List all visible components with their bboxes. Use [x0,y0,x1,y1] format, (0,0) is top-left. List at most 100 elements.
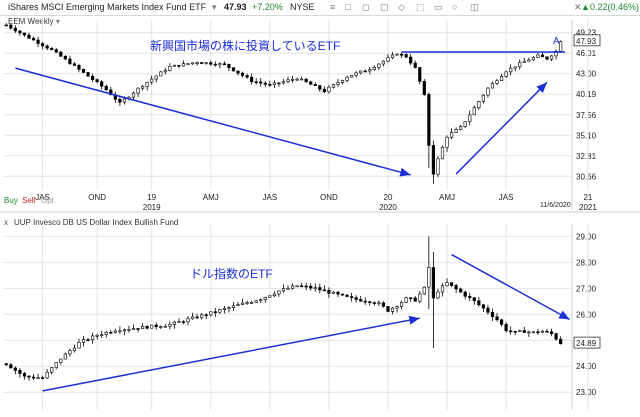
candle-body [59,51,63,57]
candle-body [518,330,522,332]
y-tick-label: 49.23 [576,29,597,38]
y-tick-label: 43.00 [576,70,597,79]
candle-body [313,84,317,86]
candle-body [440,147,445,160]
toolbar-icon-8[interactable]: ○ [452,2,458,12]
candle-body [454,129,458,133]
toolbar-icon-9[interactable]: ◫ [470,2,479,12]
candle-body [31,38,36,41]
y-tick-label: 29.00 [576,232,597,241]
sell-link[interactable]: Sell [22,196,35,205]
candle-body [18,370,22,374]
candle-body [154,75,158,80]
candle-body [504,71,508,77]
candle-body [422,286,426,295]
candle-body [177,321,181,323]
candle-body [86,339,90,341]
candle-body [163,325,167,328]
y-tick-label: 40.19 [576,90,597,99]
candle-body [504,324,508,332]
candle-body [272,82,276,85]
candle-body [172,321,177,325]
candle-body [377,63,381,68]
candle-body [150,78,154,83]
candle-body [359,299,363,302]
candle-body [227,307,231,309]
toolbar-icon-6[interactable]: ⬚ [416,2,425,12]
candle-body [27,34,31,39]
candle-body [190,62,195,65]
candle-body [209,311,213,316]
candle-body [559,41,563,52]
candle-body [413,62,417,68]
toolbar-icon-2[interactable]: □ [345,2,351,12]
x-tick-label: AMJ [439,193,455,202]
candle-body [218,63,222,66]
dropdown-chevron-icon[interactable]: ▾ [212,2,217,12]
candle-body [477,101,481,109]
candle-body [104,85,108,91]
toolbar-icon-1[interactable]: ≡ [330,2,336,12]
y-tick-label: 32.81 [576,152,597,161]
candle-body [409,297,413,299]
candle-body [159,326,163,328]
candle-body [113,330,117,333]
candle-body [140,86,145,89]
sell-label: Sell [22,196,36,205]
candle-body [159,71,163,77]
candle-body [368,69,372,72]
candle-body [54,49,58,53]
candle-body [281,81,286,84]
trend-arrow [15,67,411,177]
candle-body [513,66,517,69]
candle-body [540,54,545,58]
candle-body [218,309,222,313]
x-tick-year: 2021 [579,203,597,212]
candle-body [140,325,145,330]
opt-link[interactable]: Opt [41,196,54,205]
candle-body [322,289,326,292]
toolbar-icon-4[interactable]: ▢ [380,2,389,12]
candle-body [118,98,122,103]
candle-body [268,295,272,298]
toolbar-icon-5[interactable]: ◇ [398,2,405,12]
candle-body [95,335,99,337]
candle-body [399,302,404,307]
candle-body [81,339,86,343]
panel-close-icon[interactable]: x [4,218,8,227]
candle-body [395,306,399,309]
candle-body [263,82,267,85]
candle-body [345,76,349,81]
candle-body [263,296,267,300]
signal-marker: A [553,36,560,47]
candle-body [18,30,22,34]
candle-body [77,65,81,70]
series-label-eem[interactable]: EEM Weekly ▾ [8,17,60,26]
candle-body [545,330,549,333]
candle-body [313,287,317,289]
toolbar-icon-3[interactable]: ◻ [362,2,370,12]
opt-label: Opt [41,196,54,205]
candle-body [449,132,454,138]
candle-body [340,80,345,83]
candle-body [136,87,140,94]
candle-body [95,79,99,83]
toolbar-icon-7[interactable]: ▭ [434,2,443,12]
candle-body [231,305,236,308]
dropdown-icon[interactable]: ▾ [55,17,60,26]
candle-body [36,377,40,380]
close-icon[interactable]: ✕ [574,2,582,12]
candle-body [195,62,199,64]
buy-link[interactable]: Buy [4,196,18,205]
candle-body [145,81,149,87]
series-label-uup[interactable]: UUP Invesco DB US Dollar Index Bullish F… [14,218,178,227]
candle-body [318,287,322,291]
candle-body [363,300,367,303]
candle-body [27,375,31,378]
candle-body [399,53,404,56]
candle-body [463,291,467,297]
candle-body [4,24,8,27]
price-badge-eem-box [573,34,601,47]
candle-body [549,331,554,334]
